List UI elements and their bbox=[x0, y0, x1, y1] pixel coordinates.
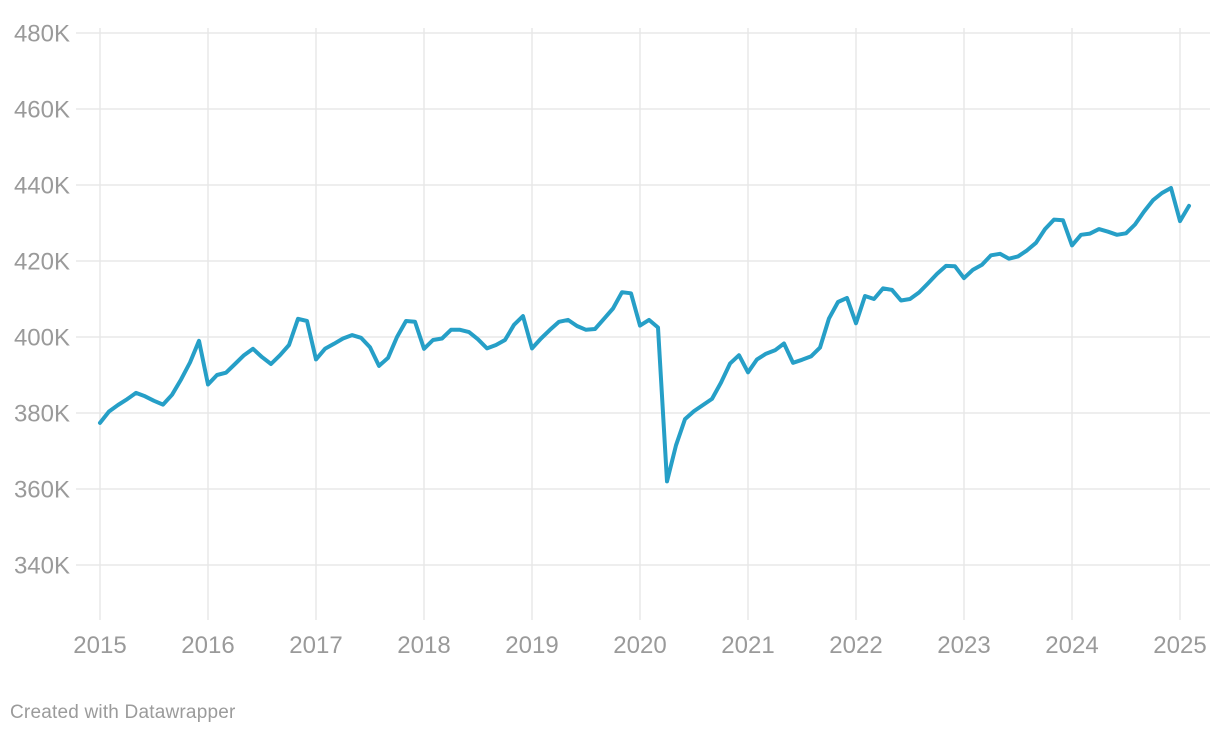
x-axis-label: 2020 bbox=[613, 632, 666, 659]
x-axis-label: 2015 bbox=[73, 632, 126, 659]
y-axis-label: 440K bbox=[14, 173, 70, 200]
x-axis-label: 2025 bbox=[1153, 632, 1206, 659]
x-axis-label: 2023 bbox=[937, 632, 990, 659]
y-axis-label: 460K bbox=[14, 97, 70, 124]
y-axis-label: 420K bbox=[14, 249, 70, 276]
x-axis-label: 2022 bbox=[829, 632, 882, 659]
x-axis-label: 2017 bbox=[289, 632, 342, 659]
y-axis-label: 400K bbox=[14, 325, 70, 352]
x-axis-label: 2018 bbox=[397, 632, 450, 659]
x-axis-label: 2016 bbox=[181, 632, 234, 659]
y-axis-label: 380K bbox=[14, 401, 70, 428]
datawrapper-credit: Created with Datawrapper bbox=[10, 702, 236, 723]
y-axis-label: 360K bbox=[14, 477, 70, 504]
x-axis-label: 2024 bbox=[1045, 632, 1098, 659]
x-axis-label: 2019 bbox=[505, 632, 558, 659]
x-axis-label: 2021 bbox=[721, 632, 774, 659]
data-line bbox=[98, 186, 1191, 484]
y-axis-label: 480K bbox=[14, 21, 70, 48]
y-axis-label: 340K bbox=[14, 553, 70, 580]
